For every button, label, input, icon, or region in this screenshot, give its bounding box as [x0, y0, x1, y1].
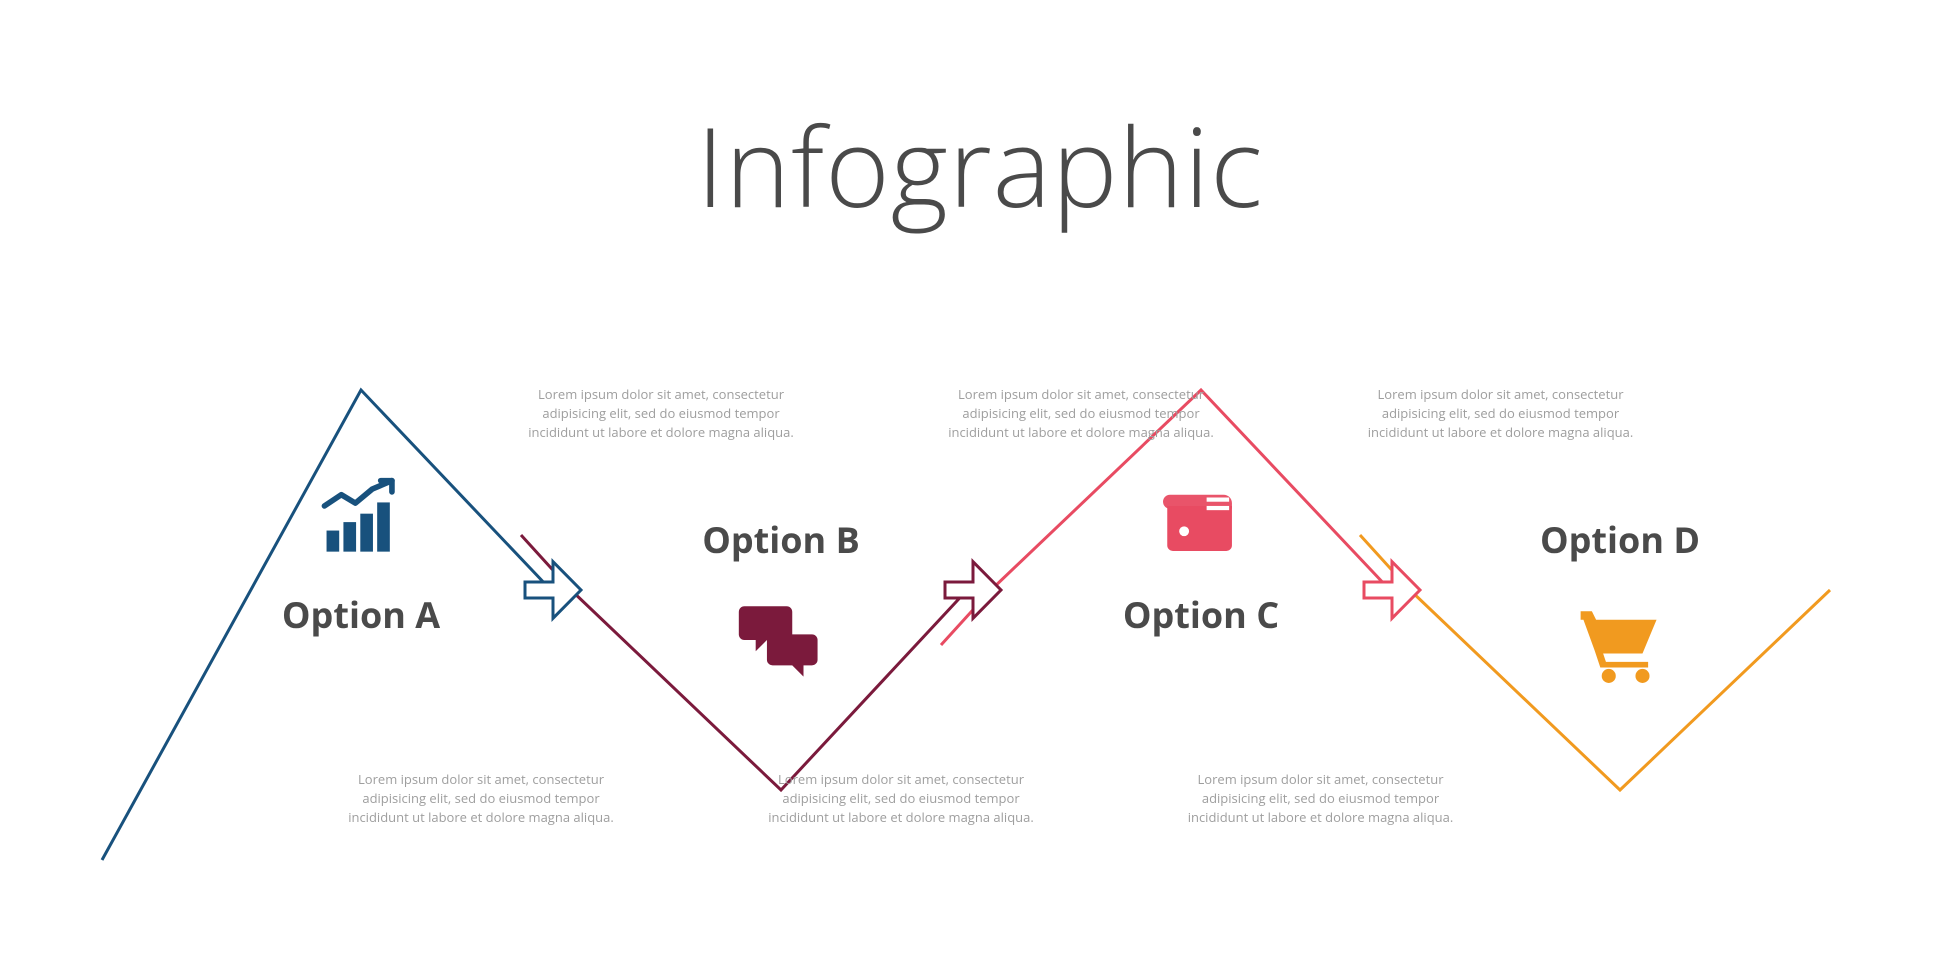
- chat-icon: [736, 595, 826, 685]
- bar-chart-icon: [316, 475, 406, 565]
- step-b-description: Lorem ipsum dolor sit amet, consectetur …: [511, 385, 811, 442]
- step-a-label: Option A: [231, 590, 491, 639]
- step-d-description: Lorem ipsum dolor sit amet, consectetur …: [1351, 385, 1651, 442]
- infographic-stage: Option A Lorem ipsum dolor sit amet, con…: [0, 370, 1960, 870]
- page-title: Infographic: [0, 90, 1960, 240]
- step-d-label: Option D: [1490, 515, 1750, 564]
- step-c-icon-slot: [1141, 460, 1261, 580]
- arrow-head-b: [945, 562, 1001, 619]
- cart-icon: [1575, 600, 1665, 690]
- step-a-icon-slot: [301, 460, 421, 580]
- extra-description-f: Lorem ipsum dolor sit amet, consectetur …: [751, 770, 1051, 827]
- step-c-description: Lorem ipsum dolor sit amet, consectetur …: [1171, 770, 1471, 827]
- step-b-label: Option B: [651, 515, 911, 564]
- step-b-icon-slot: [721, 580, 841, 700]
- step-a-description: Lorem ipsum dolor sit amet, consectetur …: [331, 770, 631, 827]
- wallet-icon: [1156, 475, 1246, 565]
- step-d-icon-slot: [1560, 585, 1680, 705]
- step-c-label: Option C: [1071, 590, 1331, 639]
- extra-description-e: Lorem ipsum dolor sit amet, consectetur …: [931, 385, 1231, 442]
